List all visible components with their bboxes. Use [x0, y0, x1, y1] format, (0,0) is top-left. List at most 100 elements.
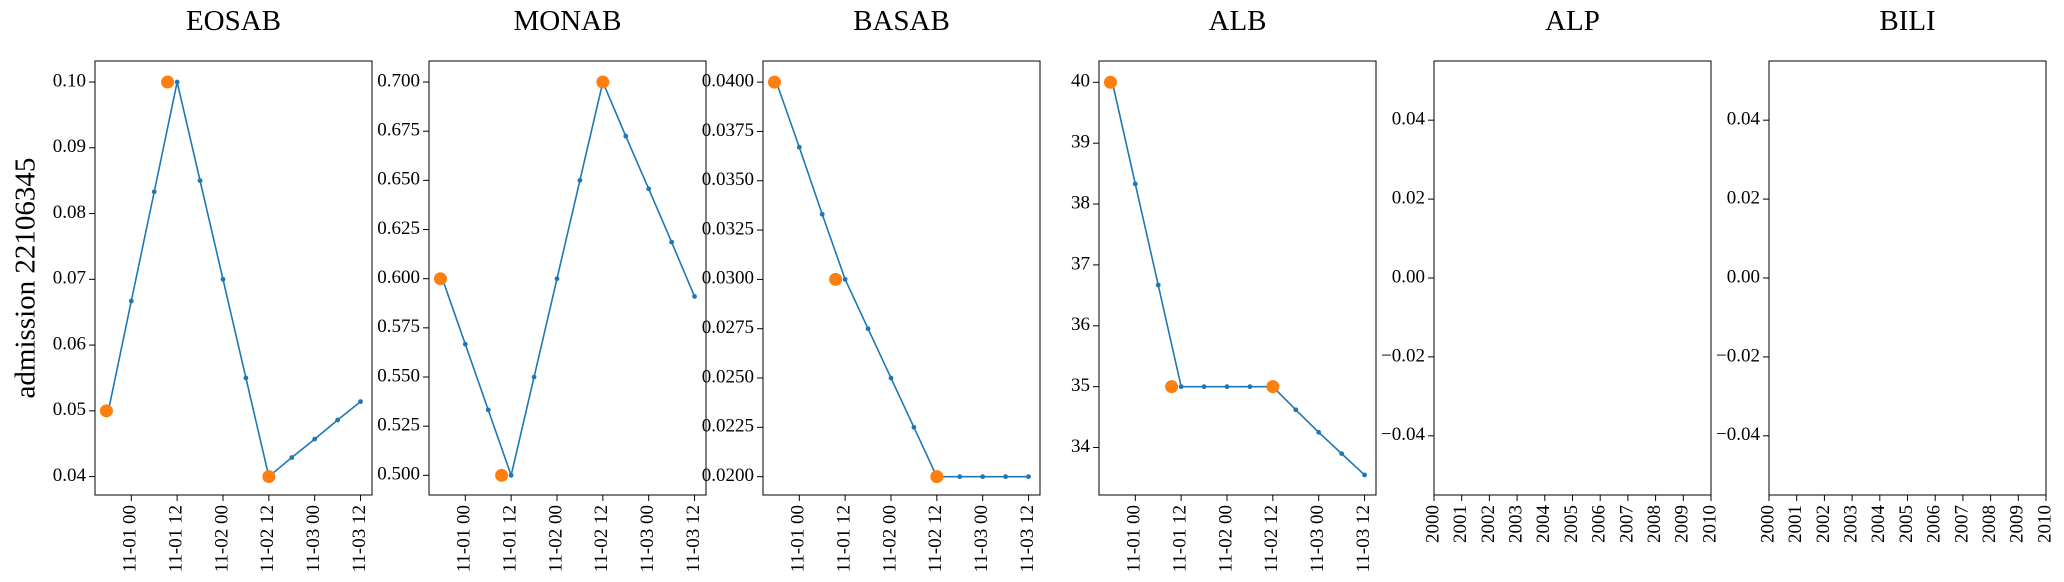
x-tick-label: 2005 [1561, 505, 1582, 543]
x-tick-label: 11-03 00 [303, 505, 324, 572]
line-point [888, 375, 894, 381]
line-point [312, 436, 318, 442]
line-point [508, 472, 514, 478]
line-point [1003, 474, 1009, 480]
y-tick-label: −0.02 [1716, 345, 1760, 366]
x-tick-label: 2007 [1616, 505, 1637, 543]
line-point [819, 211, 825, 217]
line-point [1247, 384, 1253, 390]
y-tick-label: 37 [1071, 253, 1090, 274]
x-tick-label: 2001 [1450, 505, 1471, 543]
x-tick-label: 2005 [1896, 505, 1917, 543]
line-point [358, 399, 363, 405]
y-tick-label: 0.0375 [702, 120, 754, 141]
y-tick-label: 0.550 [377, 365, 420, 386]
y-tick-label: 34 [1071, 436, 1091, 457]
y-tick-label: 0.675 [377, 120, 420, 141]
measurement-point [262, 470, 276, 484]
y-axis-label: admission 22106345 [10, 158, 42, 399]
y-tick-label: −0.04 [1716, 424, 1760, 445]
x-tick-label: 2009 [1672, 505, 1693, 543]
y-tick-label: 0.700 [377, 70, 420, 91]
axes-frame [1433, 60, 1712, 496]
line-point [289, 455, 295, 460]
line-point [1339, 451, 1345, 457]
line-point [243, 375, 249, 381]
series-line [1111, 82, 1366, 476]
y-tick-label: 0.06 [53, 333, 86, 354]
line-point [842, 276, 848, 282]
y-tick-label: 40 [1071, 71, 1090, 92]
axes-frame [428, 60, 707, 496]
x-tick-label: 11-02 00 [545, 505, 566, 572]
y-tick-label: 0.575 [377, 316, 420, 337]
x-tick-label: 11-01 00 [1124, 505, 1145, 572]
x-tick-label: 11-01 12 [1170, 505, 1191, 572]
measurement-point [930, 470, 944, 484]
x-tick-label: 11-02 00 [1215, 505, 1236, 572]
x-tick-label: 2000 [1757, 505, 1778, 543]
y-tick-label: 0.02 [1727, 187, 1760, 208]
y-tick-label: 0.00 [1392, 266, 1425, 287]
y-tick-label: 0.09 [53, 136, 86, 157]
x-tick-label: 2006 [1924, 505, 1945, 543]
x-tick-label: 11-01 00 [788, 505, 809, 572]
axes-frame [762, 60, 1041, 496]
x-tick-label: 2002 [1478, 505, 1499, 543]
line-point [646, 186, 652, 192]
y-tick-label: 39 [1071, 132, 1090, 153]
x-tick-label: 2008 [1644, 505, 1665, 543]
y-tick-label: 38 [1071, 192, 1090, 213]
line-point [1132, 181, 1138, 187]
line-point [623, 133, 629, 139]
x-tick-label: 2003 [1840, 505, 1861, 543]
line-point [1224, 384, 1230, 390]
line-point [865, 326, 871, 332]
panel-title: MONAB [514, 5, 622, 37]
y-tick-label: 0.07 [53, 268, 86, 289]
line-point [531, 374, 537, 380]
measurement-point [767, 75, 781, 89]
x-tick-label: 11-01 00 [454, 505, 475, 572]
y-tick-label: 0.525 [377, 415, 420, 436]
x-tick-label: 2004 [1533, 505, 1554, 544]
y-tick-label: 0.500 [377, 464, 420, 485]
series-line [441, 79, 696, 479]
x-tick-label: 11-01 12 [834, 505, 855, 572]
line-point [128, 298, 134, 304]
line-point [1178, 384, 1184, 390]
x-tick-label: 2010 [1699, 505, 1720, 543]
y-tick-label: 0.0325 [702, 218, 754, 239]
series-line [775, 81, 1029, 478]
line-point [485, 407, 491, 413]
y-tick-label: 0.10 [53, 70, 86, 91]
line-point [1316, 429, 1322, 435]
y-tick-label: 0.0350 [702, 169, 754, 190]
line-point [669, 239, 675, 245]
x-tick-label: 2009 [2007, 505, 2028, 543]
panel-title: BILI [1879, 5, 1935, 37]
line-point [462, 341, 468, 347]
x-tick-label: 11-02 00 [211, 505, 232, 572]
x-tick-label: 11-01 00 [120, 505, 141, 572]
x-tick-label: 2006 [1589, 505, 1610, 543]
line-point [692, 293, 697, 299]
measurement-point [99, 404, 113, 418]
y-tick-label: 0.05 [53, 399, 86, 420]
axes-frame [1768, 60, 2047, 496]
line-point [151, 189, 157, 195]
y-tick-label: 36 [1071, 314, 1090, 335]
line-point [220, 276, 226, 282]
x-tick-label: 2002 [1813, 505, 1834, 543]
panel-title: ALB [1209, 5, 1267, 37]
y-tick-label: 0.0275 [702, 317, 754, 338]
measurement-point [161, 75, 175, 89]
x-tick-label: 2008 [1979, 505, 2000, 543]
line-point [796, 144, 802, 150]
panel-title: ALP [1545, 5, 1600, 37]
x-tick-label: 11-03 00 [971, 505, 992, 572]
line-point [577, 177, 583, 183]
panel-title: EOSAB [186, 5, 281, 37]
measurement-point [829, 272, 843, 286]
y-tick-label: 0.0225 [702, 416, 754, 437]
